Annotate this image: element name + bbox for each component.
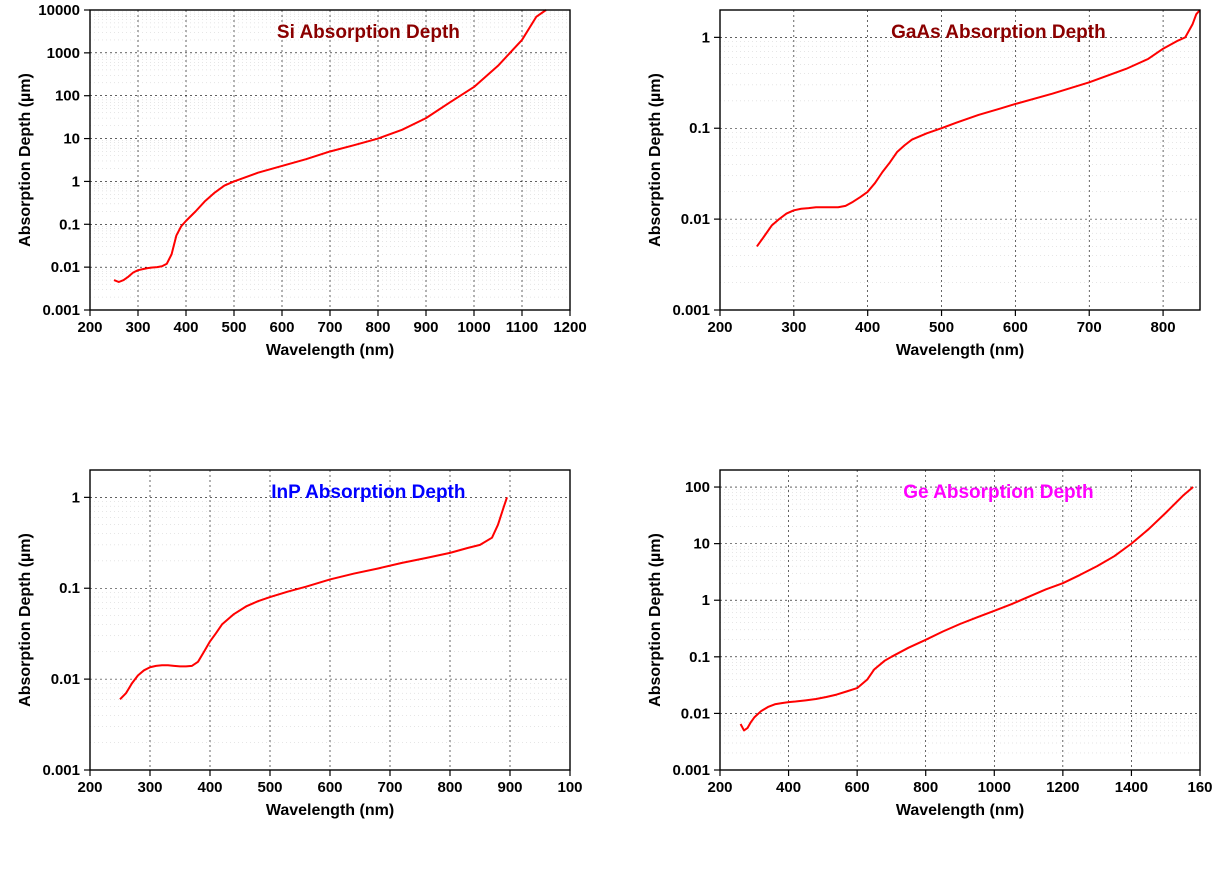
y-tick-label: 10	[693, 536, 710, 553]
x-axis-label: Wavelength (nm)	[266, 342, 394, 359]
y-tick-label: 0.001	[672, 302, 710, 319]
y-tick-label: 1	[72, 489, 80, 506]
y-tick-label: 0.1	[689, 120, 710, 137]
y-axis-label: Absorption Depth (µm)	[647, 73, 664, 247]
chart-title: InP Absorption Depth	[271, 482, 465, 503]
x-tick-label: 500	[221, 319, 246, 336]
x-tick-label: 500	[257, 779, 282, 796]
x-tick-label: 1400	[1115, 779, 1148, 796]
y-tick-label: 0.01	[681, 211, 710, 228]
y-axis-label: Absorption Depth (µm)	[647, 533, 664, 707]
x-tick-label: 300	[781, 319, 806, 336]
x-tick-label: 900	[413, 319, 438, 336]
y-tick-label: 0.01	[681, 705, 710, 722]
x-tick-label: 600	[317, 779, 342, 796]
x-tick-label: 200	[77, 319, 102, 336]
chart-panel-gaas: 200 300 400 500 600 700 800 0.001 0.01 0.1 1 Wavele…	[640, 0, 1220, 370]
chart-title: Ge Absorption Depth	[903, 482, 1093, 503]
y-tick-label: 0.001	[672, 762, 710, 779]
x-tick-label: 200	[707, 779, 732, 796]
x-tick-label: 700	[317, 319, 342, 336]
x-tick-label: 300	[125, 319, 150, 336]
y-tick-label: 1	[702, 592, 710, 609]
x-tick-label: 200	[77, 779, 102, 796]
y-tick-label: 1	[72, 173, 80, 190]
chart-panel-si: 2003004005006007008009001000110012000.00…	[10, 0, 590, 370]
x-tick-label: 1200	[553, 319, 586, 336]
chart-si: 2003004005006007008009001000110012000.00…	[10, 0, 590, 370]
x-tick-label: 1200	[1046, 779, 1079, 796]
x-tick-label: 800	[437, 779, 462, 796]
x-tick-label: 160	[1187, 779, 1212, 796]
chart-inp: 200 300 400 500 600 700 800 900 100 0.001 0.01 0.1 1…	[10, 460, 590, 830]
chart-ge: 200 400 600 800 1000 1200 1400 160 0.001 0.01 0.1 1…	[640, 460, 1220, 830]
x-tick-label: 500	[929, 319, 954, 336]
y-tick-label: 0.01	[51, 671, 80, 688]
y-tick-label: 10000	[38, 2, 80, 19]
x-tick-label: 400	[173, 319, 198, 336]
x-tick-label: 1000	[457, 319, 490, 336]
x-tick-label: 600	[845, 779, 870, 796]
x-tick-label: 700	[1077, 319, 1102, 336]
x-axis-label: Wavelength (nm)	[896, 802, 1024, 819]
x-tick-label: 300	[137, 779, 162, 796]
y-tick-label: 100	[685, 479, 710, 496]
y-tick-label: 0.1	[689, 649, 710, 666]
x-tick-label: 700	[377, 779, 402, 796]
x-axis-label: Wavelength (nm)	[896, 342, 1024, 359]
x-axis-label: Wavelength (nm)	[266, 802, 394, 819]
chart-panel-ge: 200 400 600 800 1000 1200 1400 160 0.001 0.01 0.1 1…	[640, 460, 1220, 830]
x-tick-label: 800	[913, 779, 938, 796]
x-tick-label: 900	[497, 779, 522, 796]
y-tick-label: 0.001	[42, 302, 80, 319]
x-tick-label: 400	[855, 319, 880, 336]
x-tick-label: 1000	[978, 779, 1011, 796]
chart-title: Si Absorption Depth	[277, 22, 460, 43]
y-tick-label: 0.01	[51, 259, 80, 276]
y-tick-label: 0.1	[59, 580, 80, 597]
x-tick-label: 1100	[506, 319, 539, 336]
chart-gaas: 200 300 400 500 600 700 800 0.001 0.01 0.1 1 Wavele…	[640, 0, 1220, 370]
x-tick-label: 100	[557, 779, 582, 796]
x-tick-label: 400	[197, 779, 222, 796]
chart-title: GaAs Absorption Depth	[891, 22, 1106, 43]
y-tick-label: 0.1	[59, 216, 80, 233]
x-tick-label: 600	[269, 319, 294, 336]
x-tick-label: 800	[1151, 319, 1176, 336]
y-tick-label: 100	[55, 88, 80, 105]
y-tick-label: 0.001	[42, 762, 80, 779]
x-tick-label: 400	[776, 779, 801, 796]
y-tick-label: 10	[63, 131, 80, 148]
x-tick-label: 800	[365, 319, 390, 336]
y-axis-label: Absorption Depth (µm)	[17, 533, 34, 707]
chart-panel-inp: 200 300 400 500 600 700 800 900 100 0.001 0.01 0.1 1…	[10, 460, 590, 830]
y-axis-label: Absorption Depth (µm)	[17, 73, 34, 247]
x-tick-label: 600	[1003, 319, 1028, 336]
y-tick-label: 1000	[47, 45, 80, 62]
y-tick-label: 1	[702, 29, 710, 46]
x-tick-label: 200	[707, 319, 732, 336]
